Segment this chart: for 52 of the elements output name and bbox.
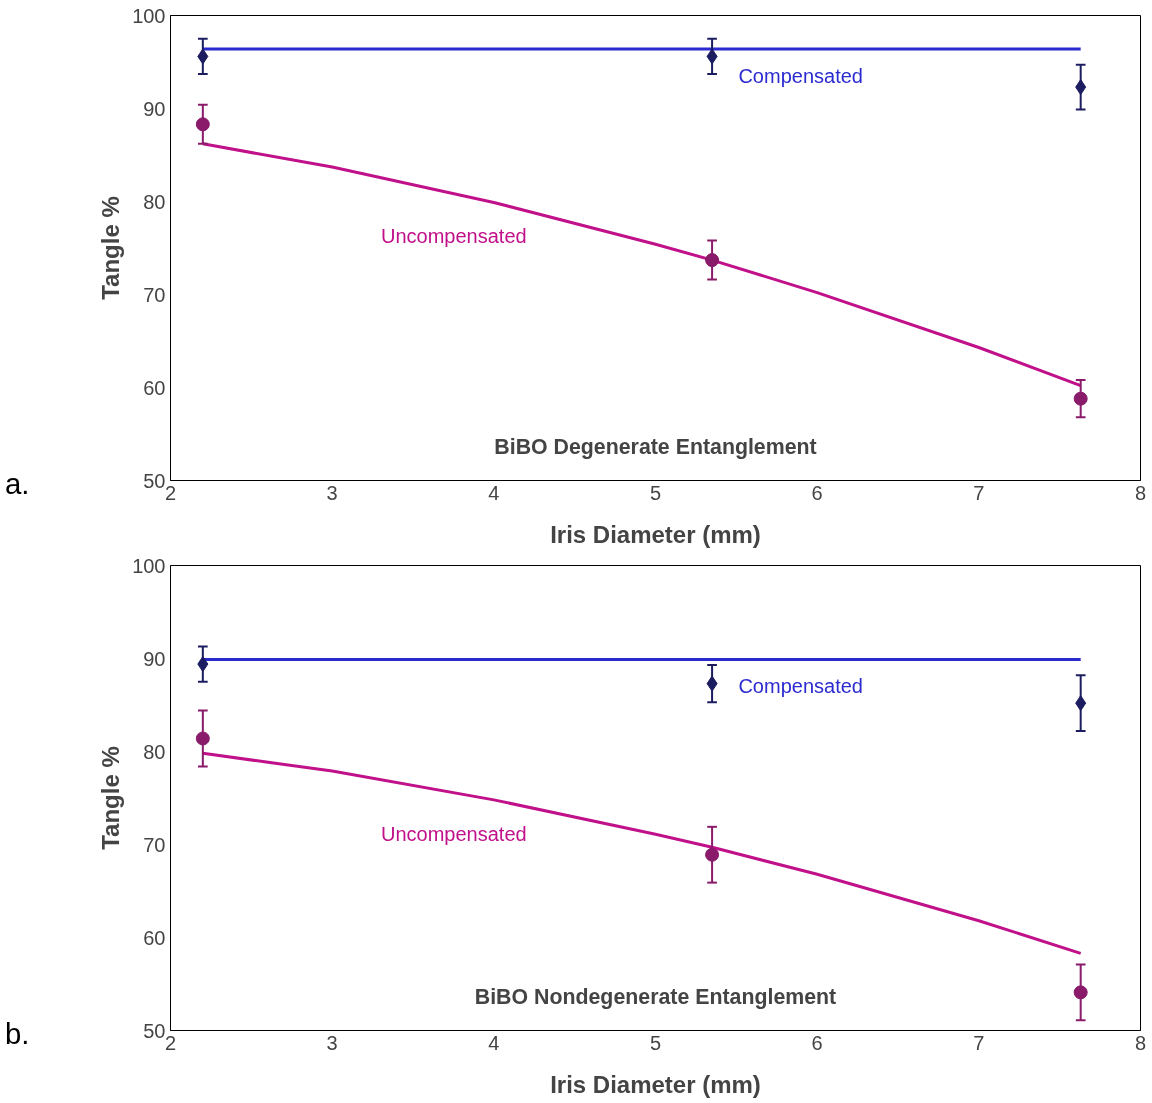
y-axis-title: Tangle % <box>97 746 125 850</box>
y-tick-label: 90 <box>143 97 166 120</box>
x-tick-label: 4 <box>488 1031 500 1054</box>
text: a. <box>5 466 30 503</box>
text: b. <box>5 1016 30 1053</box>
x-tick-label: 8 <box>1134 481 1147 504</box>
series-label: Compensated <box>738 675 863 698</box>
point <box>197 656 209 673</box>
x-tick-label: 5 <box>649 1031 662 1054</box>
y-tick-label: 100 <box>132 554 166 577</box>
x-axis-title: Iris Diameter (mm) <box>550 520 761 548</box>
point <box>706 675 718 692</box>
x-tick-label: 5 <box>649 481 662 504</box>
y-tick-label: 60 <box>143 376 166 399</box>
line-series <box>201 142 1083 388</box>
x-tick-label: 6 <box>811 1031 823 1054</box>
x-tick-label: 3 <box>326 1031 338 1054</box>
point <box>705 253 720 268</box>
y-tick-label: 90 <box>143 647 166 670</box>
x-tick-label: 6 <box>811 481 823 504</box>
series-label: Compensated <box>738 64 863 87</box>
line-series <box>201 751 1083 955</box>
y-tick-label: 80 <box>143 740 166 763</box>
point <box>705 847 720 862</box>
x-tick-label: 2 <box>164 481 177 504</box>
y-tick-label: 70 <box>143 833 166 856</box>
point <box>195 731 210 746</box>
x-tick-label: 8 <box>1134 1031 1147 1054</box>
x-tick-label: 2 <box>164 1031 177 1054</box>
point <box>195 117 210 132</box>
series-label: Uncompensated <box>381 225 527 248</box>
point <box>1073 985 1088 1000</box>
y-tick-label: 60 <box>143 926 166 949</box>
point <box>1073 391 1088 406</box>
y-tick-label: 50 <box>143 1019 166 1042</box>
series-label: Uncompensated <box>381 822 527 845</box>
point <box>706 48 718 65</box>
point <box>197 48 209 65</box>
point <box>1075 79 1087 96</box>
annotation: BiBO Degenerate Entanglement <box>494 434 817 459</box>
y-tick-label: 50 <box>143 469 166 492</box>
y-tick-label: 100 <box>132 4 166 27</box>
y-tick-label: 70 <box>143 283 166 306</box>
y-axis-title: Tangle % <box>97 196 125 300</box>
y-tick-label: 80 <box>143 190 166 213</box>
point <box>1075 695 1087 712</box>
x-tick-label: 4 <box>488 481 500 504</box>
x-tick-label: 7 <box>973 481 985 504</box>
annotation: BiBO Nondegenerate Entanglement <box>474 984 837 1009</box>
x-tick-label: 7 <box>973 1031 985 1054</box>
x-axis-title: Iris Diameter (mm) <box>550 1070 761 1098</box>
x-tick-label: 3 <box>326 481 338 504</box>
